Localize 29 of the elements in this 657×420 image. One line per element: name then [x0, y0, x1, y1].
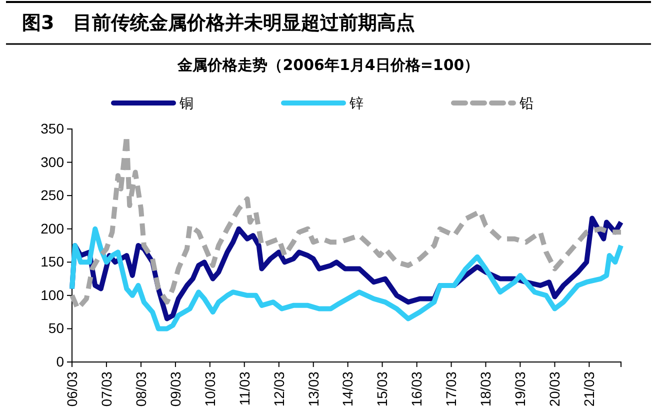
y-tick-label: 150: [40, 254, 64, 270]
y-tick-label: 250: [40, 187, 64, 204]
x-tick-label: 18/03: [478, 371, 494, 407]
x-tick-label: 09/03: [167, 371, 184, 407]
x-tick-label: 08/03: [132, 371, 149, 407]
x-tick-label: 07/03: [98, 371, 114, 407]
x-tick-label: 16/03: [408, 371, 425, 407]
x-tick-label: 10/03: [202, 371, 218, 407]
y-tick-label: 0: [56, 353, 64, 370]
x-tick-label: 17/03: [443, 371, 460, 407]
chart-title: 图3 目前传统金属价格并未明显超过前期高点: [22, 12, 416, 34]
y-tick-label: 350: [40, 120, 64, 136]
legend-label: 锌: [348, 96, 364, 112]
x-tick-label: 06/03: [64, 371, 80, 407]
x-tick-label: 20/03: [546, 371, 563, 407]
x-tick-label: 11/03: [236, 371, 252, 406]
legend-label: 铜: [178, 96, 194, 112]
y-tick-label: 50: [48, 320, 64, 336]
x-tick-label: 21/03: [581, 371, 598, 407]
x-tick-label: 19/03: [512, 371, 528, 407]
legend-label: 铅: [518, 96, 534, 112]
x-tick-label: 13/03: [305, 371, 322, 407]
x-tick-label: 14/03: [340, 371, 356, 407]
y-tick-label: 100: [40, 286, 64, 303]
y-tick-label: 300: [40, 154, 64, 170]
x-tick-label: 12/03: [270, 371, 287, 407]
x-tick-label: 15/03: [374, 371, 390, 407]
chart-subtitle: 金属价格走势（2006年1月4日价格=100）: [176, 56, 480, 74]
y-tick-label: 200: [40, 220, 64, 236]
